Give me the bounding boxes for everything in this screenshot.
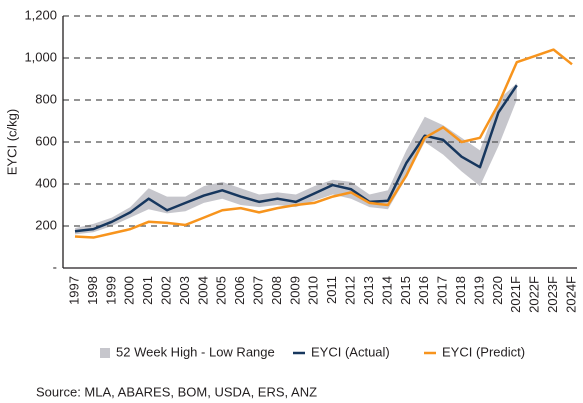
source-note: Source: MLA, ABARES, BOM, USDA, ERS, ANZ bbox=[36, 384, 317, 399]
y-tick-label: 800 bbox=[35, 91, 57, 106]
legend-label: 52 Week High - Low Range bbox=[116, 344, 275, 359]
x-tick-label: 2002 bbox=[158, 276, 173, 305]
x-tick-label: 2014 bbox=[379, 276, 394, 305]
x-tick-label: 2023F bbox=[545, 276, 560, 313]
y-tick-label: 600 bbox=[35, 133, 57, 148]
x-tick-label: 2022F bbox=[527, 276, 542, 313]
x-tick-label: 2024F bbox=[563, 276, 578, 313]
y-tick-label: 200 bbox=[35, 217, 57, 232]
x-tick-label: 2006 bbox=[232, 276, 247, 305]
x-tick-label: 2008 bbox=[269, 276, 284, 305]
legend-label: EYCI (Actual) bbox=[311, 344, 390, 359]
x-tick-label: 2011 bbox=[324, 276, 339, 304]
x-tick-label: 2003 bbox=[177, 276, 192, 305]
x-tick-label: 2018 bbox=[453, 276, 468, 305]
y-axis-label: EYCI (c/kg) bbox=[4, 109, 19, 175]
series-line bbox=[74, 48, 573, 239]
x-tick-label: 2016 bbox=[416, 276, 431, 305]
x-tick-label: 2001 bbox=[140, 276, 155, 305]
x-tick-label: 2007 bbox=[251, 276, 266, 305]
x-tick-label: 2020 bbox=[490, 276, 505, 305]
x-tick-label: 2019 bbox=[471, 276, 486, 305]
y-tick-label: 400 bbox=[35, 175, 57, 190]
x-tick-label: 1997 bbox=[66, 276, 81, 305]
x-tick-label: 2015 bbox=[398, 276, 413, 305]
x-tick-label: 1999 bbox=[103, 276, 118, 305]
x-tick-label: 2009 bbox=[287, 276, 302, 305]
x-tick-label: 2012 bbox=[343, 276, 358, 305]
series-line bbox=[74, 84, 518, 233]
x-tick-label: 1998 bbox=[85, 276, 100, 305]
y-tick-label: 1,000 bbox=[24, 49, 57, 64]
range-band bbox=[75, 83, 517, 235]
y-tick-label: - bbox=[53, 259, 57, 274]
x-tick-label: 2010 bbox=[306, 276, 321, 305]
legend-swatch bbox=[100, 348, 110, 358]
x-tick-label: 2000 bbox=[122, 276, 137, 305]
x-tick-label: 2021F bbox=[508, 276, 523, 313]
x-tick-label: 2004 bbox=[195, 276, 210, 305]
legend-label: EYCI (Predict) bbox=[442, 344, 525, 359]
x-tick-label: 2005 bbox=[214, 276, 229, 305]
x-tick-label: 2013 bbox=[361, 276, 376, 305]
x-tick-label: 2017 bbox=[435, 276, 450, 305]
y-tick-label: 1,200 bbox=[24, 7, 57, 22]
